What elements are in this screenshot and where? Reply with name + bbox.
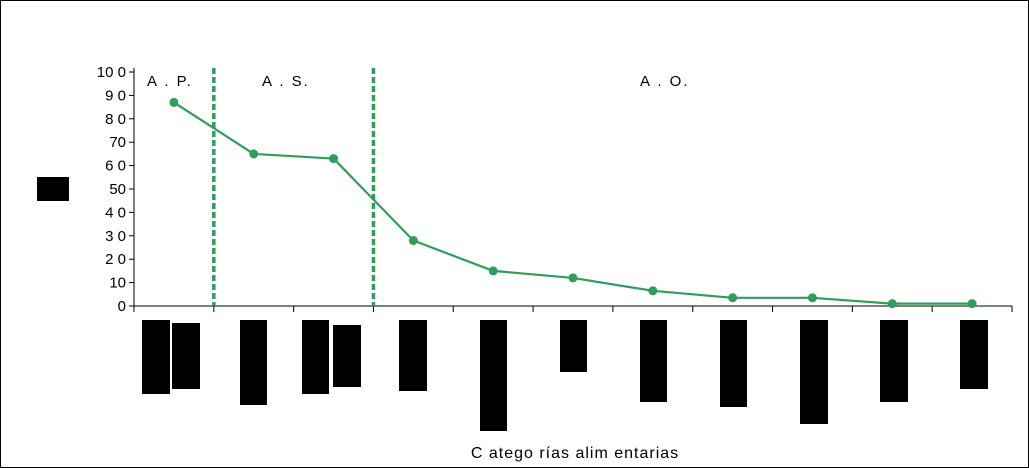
redacted-tick-label bbox=[880, 320, 908, 402]
redacted-tick-label bbox=[240, 320, 267, 405]
redacted-tick-label bbox=[560, 320, 587, 372]
redacted-category-labels bbox=[142, 320, 988, 431]
legend-key-swatch bbox=[37, 177, 69, 201]
y-tick-label: 4 0 bbox=[105, 204, 126, 221]
data-point bbox=[568, 273, 578, 283]
data-point bbox=[408, 235, 418, 245]
y-tick-label: 10 0 bbox=[97, 64, 126, 81]
axes bbox=[133, 68, 1013, 312]
redacted-tick-label bbox=[960, 320, 988, 389]
x-axis-title: C atego rías alim entarias bbox=[471, 445, 679, 462]
y-tick-label: 9 0 bbox=[105, 87, 126, 104]
y-tick-label: 10 bbox=[109, 275, 126, 292]
region-labels: A . P. A . S. A . O. bbox=[147, 73, 690, 90]
y-tick-label: 2 0 bbox=[105, 251, 126, 268]
data-point bbox=[887, 299, 897, 309]
series bbox=[169, 97, 977, 309]
data-point bbox=[807, 293, 817, 303]
y-tick-label: 3 0 bbox=[105, 228, 126, 245]
y-tick-label: 0 bbox=[118, 298, 126, 315]
y-tick-label: 50 bbox=[109, 181, 126, 198]
data-point bbox=[648, 286, 658, 296]
data-point bbox=[488, 266, 498, 276]
redacted-tick-label bbox=[333, 325, 361, 387]
data-point bbox=[728, 293, 738, 303]
redacted-tick-label bbox=[800, 320, 828, 424]
y-tick-label: 8 0 bbox=[105, 111, 126, 128]
redacted-tick-label bbox=[640, 320, 667, 402]
redacted-tick-label bbox=[172, 323, 200, 389]
region-label: A . O. bbox=[640, 73, 690, 90]
data-point bbox=[249, 149, 259, 159]
y-tick-label: 6 0 bbox=[105, 158, 126, 175]
data-point bbox=[967, 299, 977, 309]
region-label: A . S. bbox=[262, 73, 310, 90]
region-dividers bbox=[212, 68, 376, 306]
region-label: A . P. bbox=[147, 73, 193, 90]
redacted-tick-label bbox=[142, 320, 170, 394]
redacted-tick-label bbox=[302, 320, 329, 394]
redacted-tick-label bbox=[480, 320, 507, 431]
y-axis-ticks: 0 10 2 0 3 0 4 0 50 6 0 70 8 0 9 0 10 0 bbox=[97, 64, 134, 315]
data-point bbox=[169, 97, 179, 107]
redacted-tick-label bbox=[720, 320, 747, 407]
data-point bbox=[329, 154, 339, 164]
y-tick-label: 70 bbox=[109, 134, 126, 151]
redacted-tick-label bbox=[399, 320, 427, 391]
